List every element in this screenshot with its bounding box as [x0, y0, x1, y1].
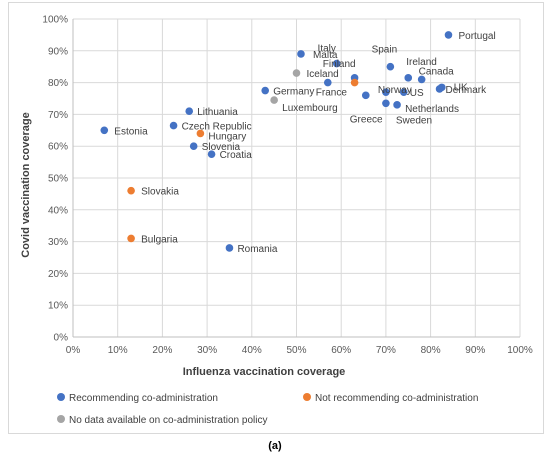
point-label: Luxembourg [282, 103, 338, 114]
data-point [196, 129, 205, 138]
x-tick-label: 20% [152, 345, 172, 356]
point-label: Netherlands [405, 104, 459, 115]
legend-label: Recommending co-administration [69, 393, 218, 404]
data-point [437, 83, 446, 92]
point-label: Finland [323, 59, 356, 70]
point-label: Croatia [220, 150, 253, 161]
y-tick-label: 40% [48, 205, 68, 216]
point-label: US [410, 88, 424, 99]
point-label: Czech Republic [182, 122, 252, 133]
data-point [127, 234, 135, 243]
data-point [185, 107, 194, 116]
y-tick-label: 0% [54, 333, 69, 344]
data-point [225, 244, 234, 252]
legend-label: No data available on co-administration p… [69, 415, 267, 426]
point-label: Germany [273, 87, 314, 98]
point-label: Romania [237, 244, 277, 255]
legend-marker [57, 415, 65, 423]
data-point [270, 96, 278, 104]
data-point [404, 74, 413, 82]
point-label: Malta [313, 50, 338, 61]
y-tick-label: 80% [48, 78, 68, 89]
x-tick-label: 80% [421, 345, 441, 356]
y-tick-label: 10% [48, 301, 68, 312]
point-label: UK [454, 82, 468, 93]
point-label: Slovakia [141, 187, 179, 198]
point-label: Estonia [114, 126, 148, 137]
data-point [386, 62, 395, 71]
point-label: Slovenia [202, 142, 241, 153]
point-label: Greece [350, 114, 383, 125]
data-point [261, 86, 270, 95]
point-label: Sweden [396, 115, 432, 126]
legend: Recommending co-administration Not recomm… [57, 393, 478, 426]
x-axis-label: Influenza vaccination coverage [183, 366, 346, 378]
legend-label: Not recommending co-administration [315, 393, 478, 404]
data-point [323, 78, 332, 87]
data-point [417, 75, 426, 84]
scatter-chart: 0% 10% 20% 30% 40% 50% 60% 70% 80% 90% 100% 0% 10% 20… [20, 15, 533, 427]
axes [72, 19, 520, 338]
x-tick-label: 10% [108, 345, 128, 356]
x-tick-label: 50% [286, 345, 306, 356]
point-label: France [316, 88, 348, 99]
chart-frame: 0% 10% 20% 30% 40% 50% 60% 70% 80% 90% 100% 0% 10% 20… [8, 2, 544, 434]
y-tick-label: 60% [48, 142, 68, 153]
point-label: Lithuania [197, 107, 238, 118]
legend-marker [303, 393, 311, 401]
data-point [382, 99, 390, 108]
y-tick-label: 30% [48, 237, 68, 248]
data-point [382, 88, 390, 96]
data-point [207, 150, 216, 158]
point-label: Bulgaria [141, 234, 178, 245]
legend-marker [57, 393, 65, 401]
gridlines [73, 18, 521, 337]
y-axis-label: Covid vaccination coverage [20, 112, 32, 258]
x-tick-label: 100% [507, 345, 533, 356]
data-point [127, 186, 135, 195]
y-tick-label: 90% [48, 46, 68, 57]
data-point [189, 142, 198, 150]
point-label: Spain [372, 45, 398, 56]
x-tick-label: 90% [465, 345, 485, 356]
x-tick-label: 0% [66, 345, 81, 356]
tick-labels: 0% 10% 20% 30% 40% 50% 60% 70% 80% 90% 100% 0% 10% 20… [42, 15, 532, 357]
x-tick-label: 40% [242, 345, 262, 356]
point-label: Canada [419, 66, 454, 77]
data-point [350, 78, 359, 87]
data-point [297, 50, 305, 58]
point-label: Norway [378, 85, 412, 96]
data-point [399, 88, 408, 96]
caption-text: (a) [268, 440, 282, 452]
x-tick-label: 30% [197, 345, 217, 356]
data-point [292, 69, 301, 77]
point-label: Portugal [458, 31, 495, 42]
data-point [393, 101, 401, 109]
x-tick-label: 70% [376, 345, 396, 356]
point-label: Italy [318, 44, 336, 55]
figure-caption: (a) [0, 440, 550, 452]
data-point [444, 31, 453, 39]
y-tick-label: 20% [48, 269, 68, 280]
x-tick-label: 60% [331, 345, 351, 356]
y-tick-label: 70% [48, 110, 68, 121]
data-point [169, 121, 178, 130]
y-tick-label: 100% [42, 15, 68, 26]
data-point [361, 91, 370, 100]
y-tick-label: 50% [48, 174, 68, 185]
point-label: Ireland [406, 57, 437, 68]
point-label: Hungary [208, 131, 246, 142]
data-point [332, 59, 341, 68]
data-points [100, 31, 453, 252]
point-label: Denmark [446, 85, 488, 96]
point-label: Iceland [307, 69, 339, 80]
data-point [100, 126, 109, 135]
